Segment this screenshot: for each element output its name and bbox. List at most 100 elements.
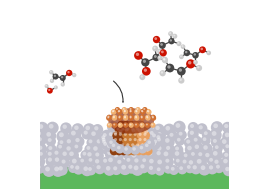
Circle shape: [86, 165, 96, 175]
Circle shape: [222, 130, 235, 143]
Circle shape: [214, 160, 219, 164]
Circle shape: [103, 133, 107, 137]
Circle shape: [115, 130, 119, 134]
Circle shape: [185, 51, 187, 53]
Circle shape: [118, 116, 120, 119]
Circle shape: [134, 109, 140, 114]
Circle shape: [124, 116, 126, 118]
Circle shape: [146, 109, 152, 115]
Circle shape: [163, 59, 166, 61]
Circle shape: [136, 127, 139, 131]
Circle shape: [106, 115, 111, 121]
Circle shape: [163, 58, 165, 60]
Circle shape: [124, 130, 129, 135]
Circle shape: [148, 151, 152, 155]
Circle shape: [112, 131, 121, 139]
Circle shape: [117, 109, 122, 114]
Circle shape: [49, 70, 53, 74]
Circle shape: [136, 149, 139, 152]
Circle shape: [178, 77, 184, 84]
Circle shape: [177, 130, 187, 140]
Circle shape: [48, 152, 52, 156]
Circle shape: [134, 123, 139, 128]
Circle shape: [117, 160, 121, 164]
Circle shape: [132, 147, 136, 151]
Circle shape: [142, 122, 153, 133]
Circle shape: [129, 115, 134, 120]
Circle shape: [143, 142, 152, 151]
Circle shape: [205, 153, 210, 157]
Circle shape: [103, 142, 107, 146]
Circle shape: [141, 143, 144, 146]
Circle shape: [118, 137, 122, 141]
Circle shape: [202, 129, 212, 139]
Circle shape: [59, 132, 64, 137]
Circle shape: [225, 144, 229, 148]
Circle shape: [180, 79, 182, 81]
Circle shape: [159, 49, 167, 57]
Circle shape: [111, 129, 121, 139]
Circle shape: [175, 151, 179, 156]
Circle shape: [121, 165, 126, 170]
Circle shape: [119, 138, 122, 141]
Circle shape: [138, 144, 149, 155]
Circle shape: [223, 159, 228, 163]
Circle shape: [139, 74, 145, 80]
Circle shape: [185, 163, 195, 173]
Circle shape: [107, 150, 112, 155]
Circle shape: [121, 149, 124, 152]
Circle shape: [102, 138, 106, 142]
Circle shape: [125, 142, 133, 150]
Circle shape: [113, 110, 114, 112]
Circle shape: [46, 144, 57, 155]
Circle shape: [209, 129, 222, 141]
Circle shape: [201, 136, 211, 145]
Circle shape: [106, 166, 110, 171]
Circle shape: [203, 145, 208, 150]
Circle shape: [122, 136, 131, 145]
Circle shape: [146, 149, 149, 152]
Circle shape: [175, 146, 179, 150]
Circle shape: [87, 156, 96, 166]
Circle shape: [119, 142, 130, 153]
Circle shape: [134, 126, 143, 134]
Circle shape: [75, 138, 80, 142]
Circle shape: [94, 137, 106, 148]
Circle shape: [119, 122, 122, 125]
Circle shape: [197, 66, 199, 68]
Circle shape: [48, 138, 52, 142]
Circle shape: [223, 142, 234, 153]
Circle shape: [135, 109, 140, 115]
Circle shape: [118, 146, 122, 150]
Circle shape: [129, 138, 132, 141]
Circle shape: [122, 126, 133, 136]
Circle shape: [135, 110, 137, 112]
Circle shape: [111, 146, 115, 149]
Circle shape: [49, 124, 54, 129]
Circle shape: [88, 139, 92, 143]
Circle shape: [127, 136, 135, 145]
Circle shape: [203, 151, 214, 162]
Circle shape: [116, 143, 120, 146]
Circle shape: [134, 115, 139, 121]
Circle shape: [36, 158, 40, 163]
Circle shape: [135, 124, 137, 125]
Circle shape: [132, 121, 140, 129]
Circle shape: [179, 132, 183, 136]
Circle shape: [207, 51, 209, 53]
Circle shape: [134, 115, 139, 120]
Circle shape: [124, 156, 135, 166]
Circle shape: [56, 143, 66, 153]
Circle shape: [157, 55, 162, 60]
Circle shape: [129, 109, 134, 114]
Circle shape: [67, 149, 79, 161]
Circle shape: [101, 130, 113, 141]
Circle shape: [213, 139, 217, 143]
Circle shape: [145, 115, 150, 120]
Circle shape: [93, 157, 104, 169]
Circle shape: [117, 136, 125, 145]
Circle shape: [75, 165, 79, 170]
Circle shape: [129, 116, 132, 119]
Circle shape: [112, 110, 114, 112]
Circle shape: [129, 124, 132, 125]
